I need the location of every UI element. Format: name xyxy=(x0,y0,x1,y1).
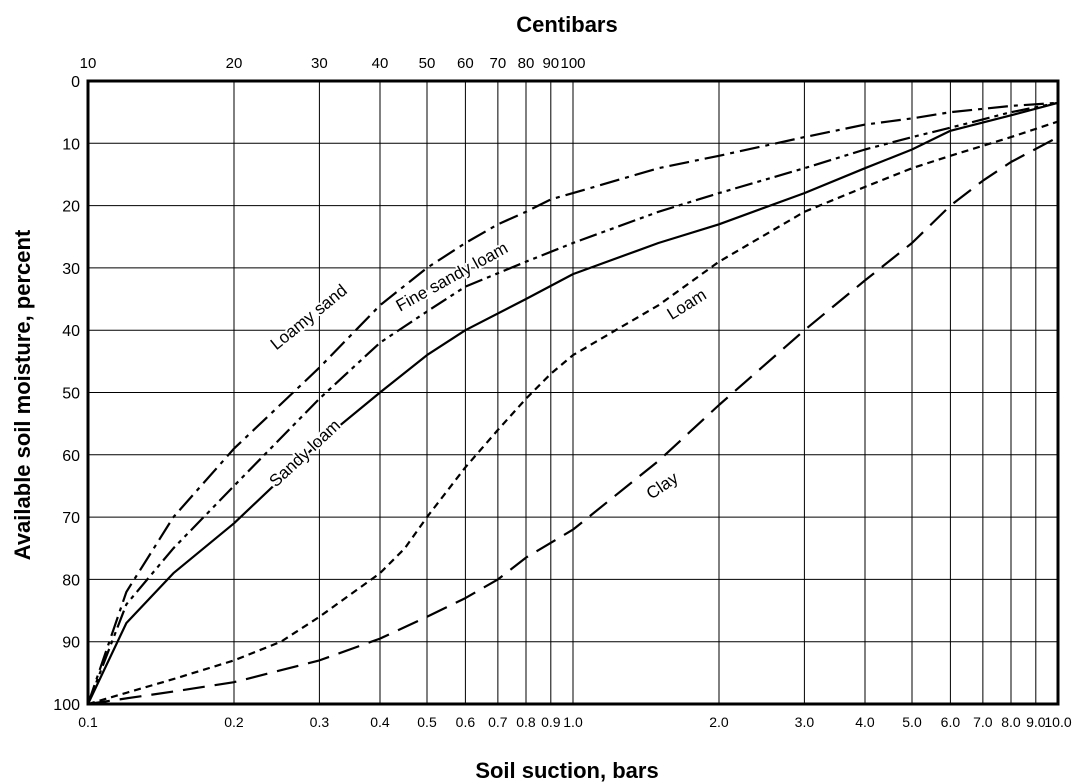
x-tick-label: 0.8 xyxy=(516,714,536,730)
top-tick-label: 60 xyxy=(457,55,474,72)
y-tick-label: 50 xyxy=(62,386,80,403)
y-tick-label: 20 xyxy=(62,199,80,216)
series-group xyxy=(86,101,1059,706)
x-tick-label: 0.7 xyxy=(488,714,508,730)
y-axis-title: Available soil moisture, percent xyxy=(10,229,35,560)
y-tick-label: 60 xyxy=(62,448,80,465)
top-tick-label: 70 xyxy=(490,55,507,72)
top-tick-label: 40 xyxy=(372,55,389,72)
x-tick-label: 10.0 xyxy=(1044,714,1071,730)
x-tick-label: 0.1 xyxy=(78,714,98,730)
curve-label-3: Loam xyxy=(664,285,710,324)
top-tick-label: 50 xyxy=(419,55,436,72)
grid-lines xyxy=(87,80,1059,705)
curve-label-0: Loamy sand xyxy=(267,281,351,354)
top-tick-label: 30 xyxy=(311,55,328,72)
x-tick-label: 9.0 xyxy=(1026,714,1046,730)
y-tick-label: 10 xyxy=(62,136,80,153)
series-line-2 xyxy=(87,101,1059,705)
x-tick-label: 7.0 xyxy=(973,714,993,730)
x-tick-label: 5.0 xyxy=(902,714,922,730)
x-tick-label: 0.6 xyxy=(456,714,476,730)
y-tick-label: 30 xyxy=(62,261,80,278)
x-axis-title: Soil suction, bars xyxy=(475,758,658,783)
y-tick-label: 40 xyxy=(62,323,80,340)
y-tick-label: 100 xyxy=(53,697,80,714)
x-tick-label: 1.0 xyxy=(563,714,583,730)
y-tick-label: 90 xyxy=(62,635,80,652)
x-tick-label: 4.0 xyxy=(855,714,875,730)
x-tick-label: 0.9 xyxy=(541,714,561,730)
y-tick-label: 0 xyxy=(71,74,80,91)
top-tick-label: 10 xyxy=(80,55,97,72)
curve-label-2: Sandy loam xyxy=(266,416,345,491)
plot-frame xyxy=(86,79,1060,706)
series-line-3 xyxy=(87,120,1059,706)
curve-label-1: Fine sandy loam xyxy=(393,238,511,315)
y-tick-label: 70 xyxy=(62,510,80,527)
series-line-0 xyxy=(86,101,1059,705)
tick-labels: 0.1 0.2 0.3 0.4 0.5 0.6 0.7 0.8 0.9 1.0 2.0 3.0 4.0 5… xyxy=(53,55,1072,730)
top-tick-label: 20 xyxy=(226,55,243,72)
top-tick-label: 80 xyxy=(518,55,535,72)
curve-label-4: Clay xyxy=(643,468,682,503)
series-line-1 xyxy=(86,101,1059,705)
x-tick-label: 0.4 xyxy=(370,714,390,730)
x-tick-label: 3.0 xyxy=(795,714,815,730)
top-tick-label: 100 xyxy=(560,55,585,72)
x-tick-label: 0.2 xyxy=(224,714,244,730)
y-tick-label: 80 xyxy=(62,572,80,589)
x-tick-label: 8.0 xyxy=(1001,714,1021,730)
x-tick-label: 6.0 xyxy=(941,714,961,730)
x-tick-label: 2.0 xyxy=(709,714,729,730)
chart-title: Centibars xyxy=(516,12,617,37)
top-tick-label: 90 xyxy=(542,55,559,72)
x-tick-label: 0.5 xyxy=(417,714,437,730)
x-tick-label: 0.3 xyxy=(310,714,330,730)
series-line-4 xyxy=(87,136,1059,706)
